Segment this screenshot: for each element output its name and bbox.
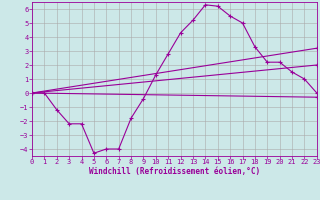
X-axis label: Windchill (Refroidissement éolien,°C): Windchill (Refroidissement éolien,°C)	[89, 167, 260, 176]
